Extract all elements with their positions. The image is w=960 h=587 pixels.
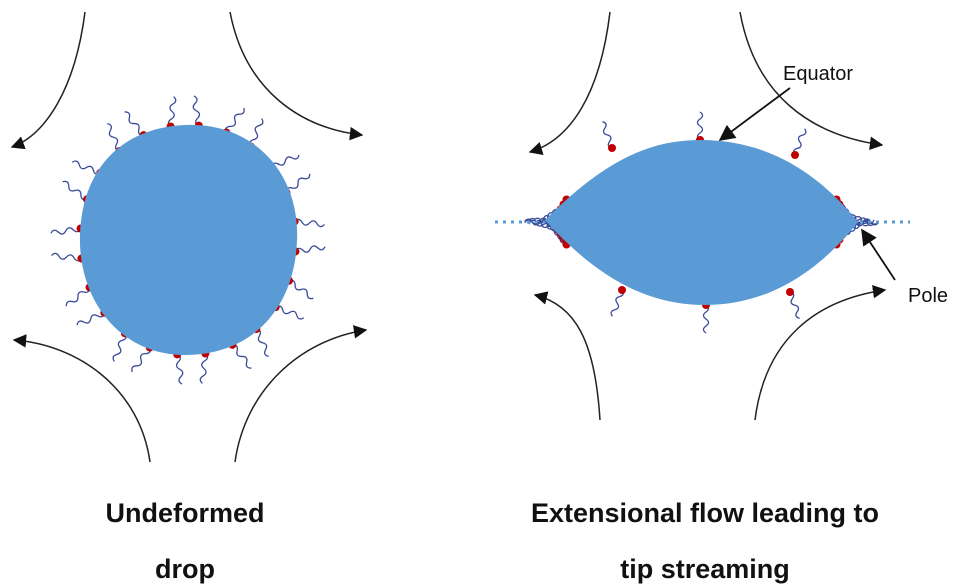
deformed-drop <box>545 140 858 305</box>
flow-arrow <box>235 330 366 462</box>
annotation-arrow <box>720 88 790 140</box>
caption: Undeformed <box>105 498 264 528</box>
surfactant-head <box>608 144 616 152</box>
caption: Extensional flow leading to <box>531 498 879 528</box>
flow-arrow <box>755 290 885 420</box>
surfactant-tail <box>51 226 81 236</box>
annotation-label: Pole <box>908 285 948 307</box>
undeformed-drop <box>80 125 297 355</box>
surfactant-head <box>618 286 626 294</box>
flow-arrow <box>12 12 85 147</box>
caption: drop <box>155 554 215 584</box>
annotation-label: Equator <box>783 63 853 85</box>
surfactant-head <box>786 288 794 296</box>
surfactant-tail <box>704 305 709 333</box>
surfactant-tail <box>51 253 81 261</box>
surfactant-tail <box>698 112 703 140</box>
diagram: Equator Pole Undeformed drop Extensional… <box>0 0 960 587</box>
surfactant-tail <box>294 219 324 227</box>
flow-arrow <box>530 12 610 152</box>
surfactant-tail <box>200 353 208 383</box>
annotation-arrow <box>862 230 895 280</box>
flow-arrow <box>14 340 150 462</box>
surfactant-tail <box>295 244 325 254</box>
surfactant-head <box>791 151 799 159</box>
surfactant-tail <box>191 96 201 126</box>
flow-arrow <box>230 12 362 135</box>
surfactant-tail <box>168 96 176 126</box>
flow-arrow <box>535 295 600 420</box>
surfactant-tail <box>175 354 185 384</box>
caption: tip streaming <box>620 554 790 584</box>
